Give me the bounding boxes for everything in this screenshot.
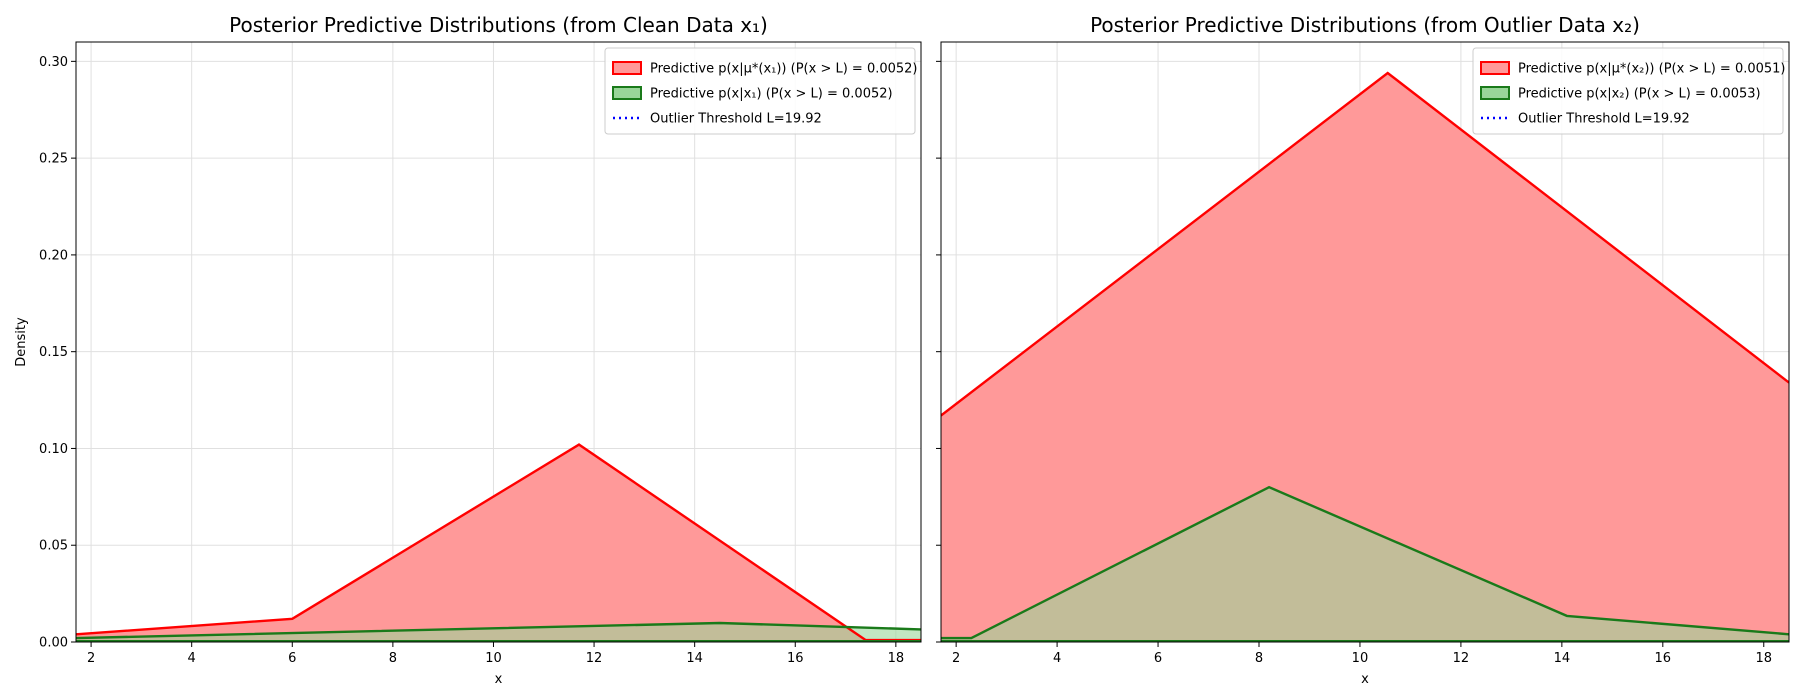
legend-swatch-0 [1480,61,1510,75]
y-tick-label: 0.05 [39,539,68,554]
legend-label-0: Predictive p(x|μ*(x₂)) (P(x > L) = 0.005… [1518,62,1786,77]
chart-title: Posterior Predictive Distributions (from… [1090,13,1640,37]
axes-frame [940,41,1790,643]
y-tick-label: 0.10 [39,442,68,457]
x-tick-label: 14 [1554,651,1571,666]
legend-label-2: Outlier Threshold L=19.92 [650,112,822,127]
legend-label-1: Predictive p(x|x₁) (P(x > L) = 0.0052) [650,87,893,102]
x-axis-label: x [1361,672,1369,687]
legend: Predictive p(x|μ*(x₁)) (P(x > L) = 0.005… [604,47,918,135]
legend-label-1: Predictive p(x|x₂) (P(x > L) = 0.0053) [1518,87,1761,102]
series-line-0 [941,71,1789,417]
legend-box [1472,47,1784,135]
series-line-1 [941,485,1789,640]
legend: Predictive p(x|μ*(x₂)) (P(x > L) = 0.005… [1472,47,1786,135]
chart-title: Posterior Predictive Distributions (from… [229,13,768,37]
x-tick-label: 4 [1053,651,1061,666]
x-tick-label: 6 [288,651,296,666]
x-tick-label: 12 [1453,651,1470,666]
series-area-0 [76,444,921,642]
legend-box [604,47,916,135]
x-tick-label: 10 [1352,651,1369,666]
x-tick-label: 14 [686,651,703,666]
axes-frame [75,41,922,643]
x-axis-label: x [495,672,503,687]
y-tick-label: 0.00 [39,636,68,651]
x-tick-label: 16 [1655,651,1672,666]
series-area-1 [76,623,921,642]
y-tick-label: 0.15 [39,345,68,360]
x-tick-label: 8 [1255,651,1263,666]
series-area-0 [941,73,1789,642]
chart-panel-clean: 2 4 6 8 10 12 14 16 18 0.00 0.05 0.10 0.15 0.20 0.25 0.… [14,13,922,687]
y-tick-label: 0.20 [39,248,68,263]
x-tick-label: 4 [188,651,196,666]
x-tick-label: 10 [485,651,502,666]
series-area-1 [941,487,1789,642]
x-tick-label: 2 [952,651,960,666]
x-tick-label: 12 [586,651,603,666]
plot-area [941,71,1789,642]
y-axis-label: Density [14,317,29,367]
legend-swatch-0 [612,61,642,75]
chart-panel-outlier: 2 4 6 8 10 12 14 16 18 Posterior Predictive Distr… [936,13,1790,687]
legend-swatch-1 [612,86,642,100]
x-tick-label: 16 [787,651,804,666]
plot-area [76,443,921,642]
legend-swatch-1 [1480,86,1510,100]
legend-label-0: Predictive p(x|μ*(x₁)) (P(x > L) = 0.005… [650,62,918,77]
x-tick-label: 2 [87,651,95,666]
series-line-1 [76,621,921,640]
y-tick-label: 0.25 [39,152,68,167]
x-tick-label: 18 [888,651,905,666]
legend-label-2: Outlier Threshold L=19.92 [1518,112,1690,127]
x-tick-label: 8 [389,651,397,666]
y-tick-label: 0.30 [39,55,68,70]
x-tick-label: 18 [1755,651,1772,666]
x-tick-label: 6 [1154,651,1162,666]
